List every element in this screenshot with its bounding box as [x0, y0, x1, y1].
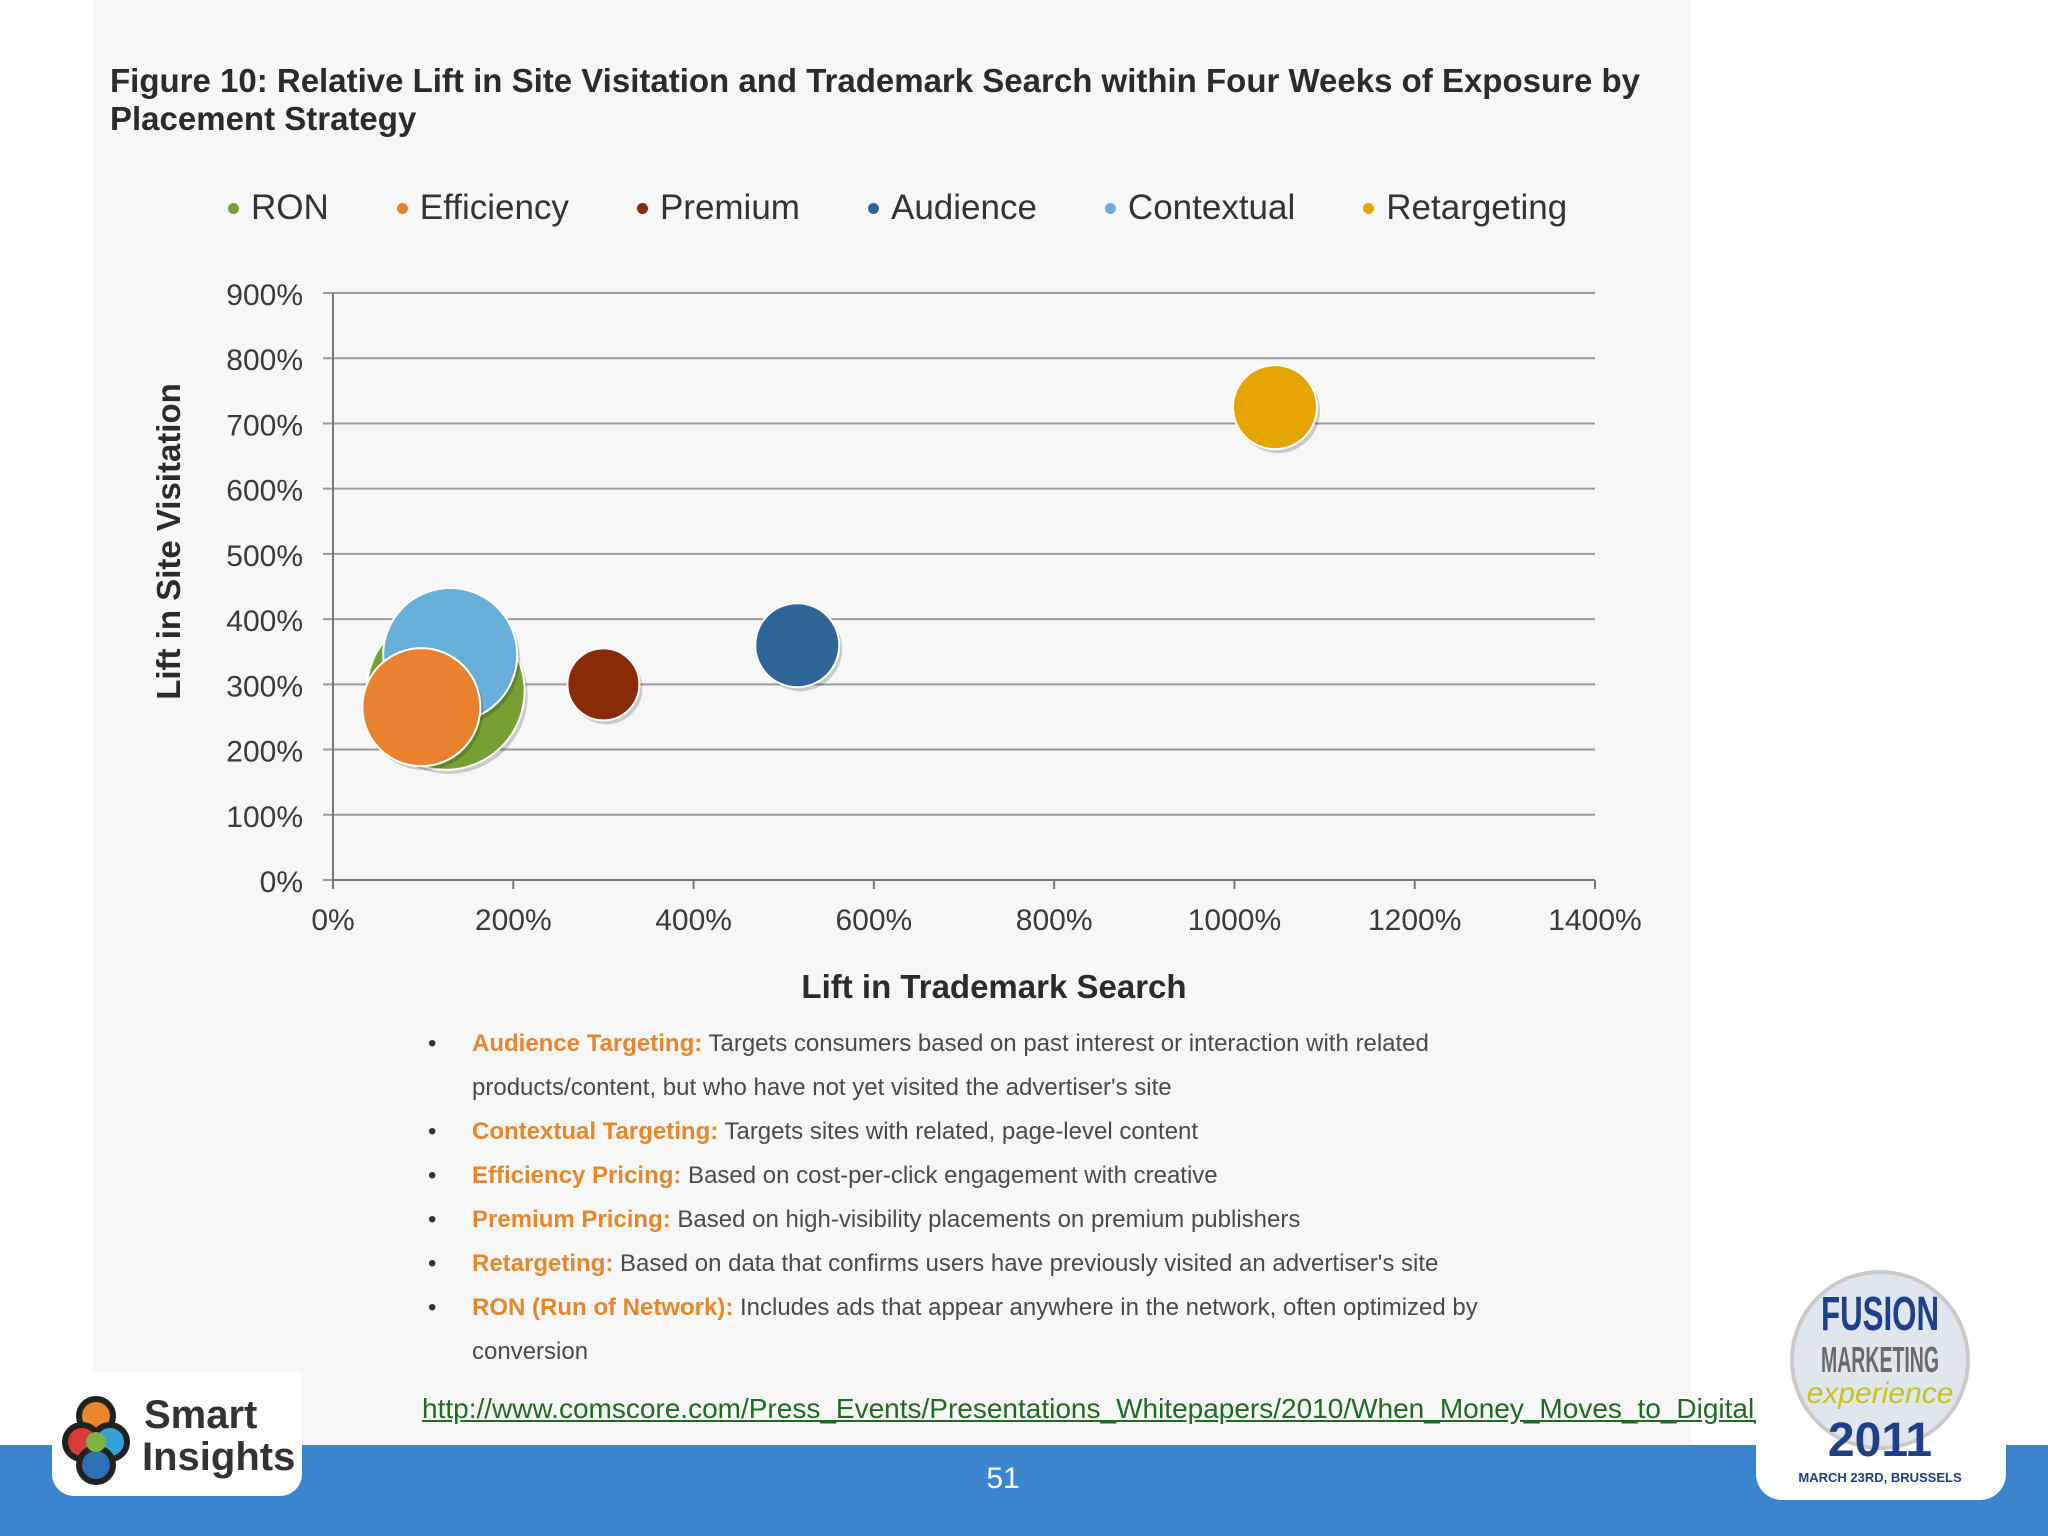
definition-term: RON (Run of Network): [472, 1294, 734, 1321]
figure-title: Figure 10: Relative Lift in Site Visitat… [110, 62, 1641, 137]
legend-item: Efficiency [396, 188, 569, 228]
badge-line-marketing: MARKETING [1821, 1339, 1939, 1380]
x-tick-label: 400% [655, 904, 732, 937]
chart-legend: RON Efficiency Premium Audience Contextual Re… [228, 186, 1635, 230]
x-tick-label: 200% [475, 904, 552, 937]
x-tick-label: 600% [835, 904, 912, 937]
legend-label: Premium [659, 188, 800, 227]
footer-bar [0, 1445, 2048, 1536]
source-link[interactable]: http://www.comscore.com/Press_Events/Pre… [422, 1393, 1940, 1424]
x-tick-label: 800% [1016, 904, 1093, 937]
legend-label: Contextual [1127, 188, 1296, 227]
y-tick-label: 500% [226, 540, 303, 573]
legend-swatch [636, 202, 648, 214]
definition-term: Retargeting: [472, 1250, 614, 1277]
bubble-audience [754, 602, 841, 689]
logo-word-insights: Insights [142, 1435, 295, 1479]
badge-date: MARCH 23RD, BRUSSELS [1798, 1470, 1962, 1485]
y-tick-label: 400% [226, 605, 303, 638]
definitions-list: • Audience Targeting: Targets consumers b… [420, 1022, 1560, 1374]
y-tick-label: 200% [226, 736, 303, 769]
definition-term: Efficiency Pricing: [472, 1162, 682, 1189]
x-tick-label: 1200% [1368, 904, 1461, 937]
y-axis-title: Lift in Site Visitation [150, 383, 187, 700]
smart-insights-logo-card: Smart Insights [52, 1372, 302, 1496]
legend-swatch [228, 202, 239, 214]
definition-item: • Efficiency Pricing: Based on cost-per-c… [420, 1154, 1560, 1198]
bubble-retargeting [1231, 364, 1318, 451]
definition-item: • Premium Pricing: Based on high-visibili… [420, 1198, 1560, 1242]
y-tick-label: 700% [226, 409, 303, 442]
x-axis-title: Lift in Trademark Search [801, 968, 1186, 1005]
smart-insights-logo: Smart Insights [62, 1393, 295, 1485]
y-tick-label: 300% [226, 670, 303, 703]
x-tick-label: 0% [311, 904, 354, 937]
legend-label: Audience [890, 188, 1037, 227]
definition-term: Premium Pricing: [472, 1206, 671, 1233]
legend-swatch [396, 202, 408, 214]
badge-line-experience: experience [1807, 1377, 1954, 1410]
bullet-icon: • [428, 1118, 437, 1145]
bubble-efficiency [361, 647, 482, 768]
legend-item: Retargeting [1363, 188, 1567, 228]
badge-year: 2011 [1828, 1414, 1932, 1467]
definition-text: Targets consumers based on past interest… [472, 1030, 1429, 1101]
definition-text: Based on high-visibility placements on p… [670, 1206, 1301, 1233]
fusion-badge-card: FUSION MARKETING experience 2011 MARCH 2… [1756, 1260, 2006, 1500]
legend-label: Retargeting [1386, 188, 1568, 227]
y-tick-label: 100% [226, 801, 303, 834]
definition-item: • Retargeting: Based on data that confirm… [420, 1242, 1560, 1286]
bullet-icon: • [428, 1294, 437, 1321]
definition-term: Audience Targeting: [472, 1030, 703, 1057]
y-tick-label: 600% [226, 475, 303, 508]
bullet-icon: • [428, 1162, 437, 1189]
legend-item: Contextual [1104, 188, 1296, 228]
definition-text: Based on cost-per-click engagement with … [681, 1162, 1218, 1189]
bullet-icon: • [428, 1206, 437, 1233]
legend-item: Premium [636, 188, 800, 228]
definition-text: Targets sites with related, page-level c… [718, 1118, 1199, 1145]
bullet-icon: • [428, 1250, 437, 1277]
bubble-chart: 0% 100% 200% 300% 400% 500% 600% 700% 800% 900% 0%… [150, 279, 1642, 1005]
definition-term: Contextual Targeting: [472, 1118, 719, 1145]
bubble-premium [566, 647, 641, 722]
definition-text: Based on data that confirms users have p… [613, 1250, 1439, 1277]
smart-insights-logo-icon [62, 1396, 130, 1485]
logo-word-smart: Smart [144, 1393, 257, 1437]
bullet-icon: • [428, 1030, 437, 1057]
legend-swatch [1104, 202, 1116, 214]
definition-item: • Contextual Targeting: Targets sites wit… [420, 1110, 1560, 1154]
definition-text: Includes ads that appear anywhere in the… [472, 1294, 1478, 1365]
definition-item: • RON (Run of Network): Includes ads that… [420, 1286, 1560, 1374]
legend-label: RON [251, 188, 329, 227]
definition-item: • Audience Targeting: Targets consumers b… [420, 1022, 1560, 1110]
y-tick-label: 0% [260, 866, 303, 899]
legend-swatch [1363, 202, 1375, 214]
legend-label: Efficiency [419, 188, 569, 227]
badge-line-fusion: FUSION [1821, 1288, 1939, 1341]
y-tick-label: 800% [226, 344, 303, 377]
figure-panel [93, 0, 1691, 1445]
x-tick-label: 1400% [1548, 904, 1641, 937]
legend-swatch [867, 202, 879, 214]
fusion-marketing-badge: FUSION MARKETING experience 2011 MARCH 2… [1790, 1270, 1970, 1485]
page-number: 51 [986, 1462, 1020, 1495]
y-tick-label: 900% [226, 279, 303, 312]
badge-seal [1790, 1270, 1970, 1450]
x-tick-label: 1000% [1188, 904, 1281, 937]
legend-item: Audience [867, 188, 1037, 228]
legend-item: RON [228, 188, 329, 228]
